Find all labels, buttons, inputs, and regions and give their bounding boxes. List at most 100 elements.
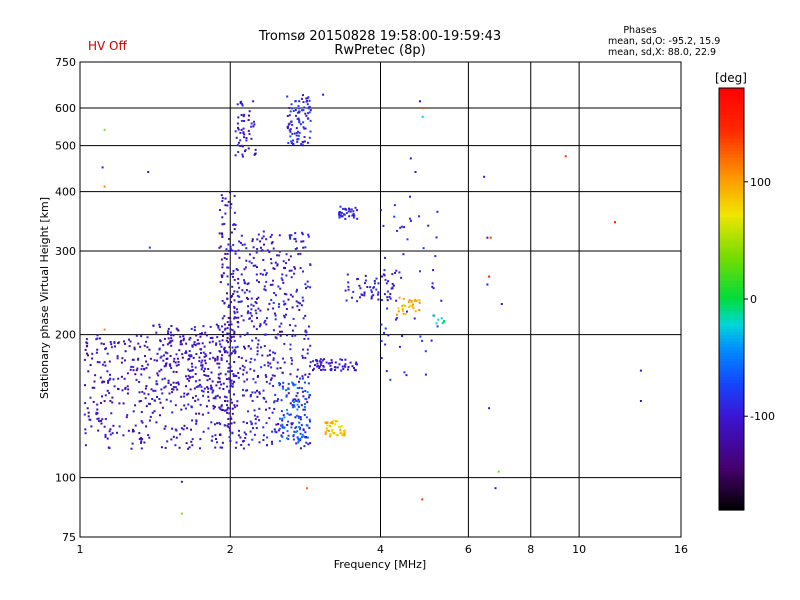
echo-point (132, 369, 135, 372)
echo-point (191, 419, 194, 422)
echo-point (231, 432, 234, 435)
echo-point (418, 301, 421, 304)
echo-point (270, 233, 273, 236)
echo-point (237, 434, 240, 437)
echo-point (225, 350, 228, 353)
echo-point (298, 100, 301, 103)
echo-point (343, 432, 346, 435)
echo-point (409, 195, 411, 198)
echo-point (212, 397, 215, 400)
echo-point (148, 436, 151, 439)
colorbar-segment (719, 106, 744, 110)
echo-point (156, 352, 159, 355)
colorbar-segment (719, 127, 744, 131)
echo-point (297, 253, 300, 256)
echo-point (345, 208, 348, 211)
echo-point (344, 289, 347, 292)
echo-point (304, 314, 307, 317)
echo-point (288, 129, 291, 132)
echo-point (299, 302, 302, 305)
echo-point (253, 123, 256, 126)
colorbar-segment (719, 139, 744, 143)
echo-point (401, 307, 404, 310)
echo-point (103, 425, 106, 428)
echo-point (274, 430, 277, 433)
echo-point (215, 343, 217, 346)
echo-point (201, 359, 204, 362)
echo-point (332, 419, 335, 422)
echo-point (238, 295, 241, 298)
colorbar-segment (719, 413, 744, 418)
echo-point (222, 272, 225, 275)
echo-point (401, 335, 404, 337)
echo-point (181, 356, 184, 359)
echo-point (281, 424, 284, 427)
echo-point (221, 232, 223, 235)
echo-point (138, 432, 141, 435)
echo-point (272, 307, 275, 310)
echo-point (163, 386, 166, 389)
echo-point (238, 240, 241, 243)
echo-point (263, 243, 265, 246)
echo-point (283, 316, 286, 319)
echo-point (278, 325, 281, 328)
echo-point (254, 264, 257, 267)
echo-point (309, 109, 312, 112)
colorbar-segment (719, 302, 744, 306)
echo-point (291, 381, 294, 384)
y-axis-label: Stationary phase Virtual Height [km] (38, 197, 51, 399)
echo-point (432, 269, 435, 272)
echo-point (157, 374, 160, 377)
echo-point (245, 247, 248, 250)
echo-point (158, 348, 161, 351)
echo-point (245, 389, 248, 392)
echo-point (242, 319, 245, 322)
echo-point (410, 299, 413, 302)
echo-point (139, 400, 142, 402)
echo-point (159, 340, 162, 343)
echo-point (291, 107, 294, 110)
echo-point (287, 420, 290, 423)
echo-point (270, 366, 273, 369)
echo-point (241, 153, 244, 156)
echo-point (212, 404, 215, 407)
echo-point (93, 386, 96, 389)
echo-point (187, 374, 190, 377)
echo-point (282, 357, 284, 360)
colorbar-segment (719, 121, 744, 125)
colorbar-segment (719, 467, 744, 472)
echo-point (286, 408, 289, 411)
echo-point (330, 433, 332, 436)
echo-point (333, 432, 336, 435)
echo-point (329, 364, 332, 367)
echo-point (338, 216, 341, 219)
echo-point (356, 217, 359, 220)
echo-point (370, 289, 373, 292)
echo-point (83, 358, 86, 361)
colorbar-segment (719, 434, 744, 439)
echo-point (348, 215, 351, 218)
echo-point (202, 394, 205, 397)
echo-point (289, 135, 292, 138)
echo-point (305, 287, 307, 290)
echo-point (174, 361, 177, 364)
echo-point (350, 208, 353, 211)
echo-point (168, 341, 171, 344)
echo-point (319, 358, 322, 361)
echo-point (302, 94, 304, 97)
colorbar-segment (719, 440, 744, 445)
echo-point (219, 446, 222, 449)
echo-point (204, 353, 207, 356)
echo-point (168, 392, 171, 395)
echo-point (431, 282, 434, 285)
colorbar-segment (719, 226, 744, 231)
echo-point (227, 306, 230, 309)
colorbar-segment (719, 214, 744, 219)
echo-point (324, 431, 327, 434)
echo-point (349, 361, 352, 364)
echo-point (202, 390, 205, 393)
echo-point (164, 446, 167, 449)
echo-point (312, 367, 315, 370)
echo-point (299, 447, 302, 450)
echo-point (187, 392, 190, 395)
